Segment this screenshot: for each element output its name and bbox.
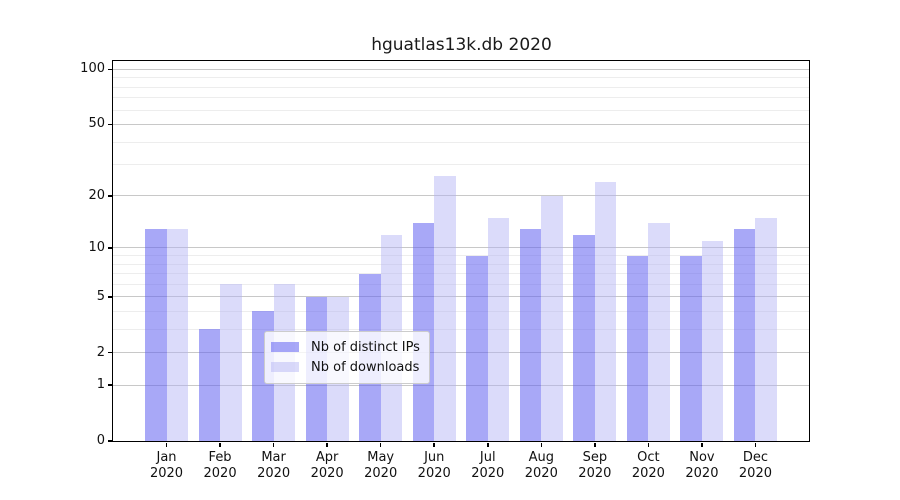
- x-tick-label-dec: Dec 2020: [738, 450, 772, 481]
- minor-gridline-40: [113, 141, 809, 143]
- x-tick-label-aug: Aug 2020: [524, 450, 558, 481]
- y-tick-mark-50: [107, 123, 112, 126]
- y-tick-label-1: 1: [96, 377, 105, 393]
- y-tick-label-100: 100: [80, 61, 105, 77]
- minor-gridline-30: [113, 164, 809, 166]
- x-tick-mark-nov: [701, 442, 703, 447]
- x-tick-label-jun: Jun 2020: [417, 450, 451, 481]
- major-gridline-100: [113, 68, 809, 70]
- y-tick-label-5: 5: [96, 288, 105, 304]
- bar-distinct-ips-feb: [198, 329, 221, 441]
- x-tick-label-sep: Sep 2020: [578, 450, 612, 481]
- bar-distinct-ips-jan: [145, 228, 167, 441]
- y-tick-label-20: 20: [88, 187, 105, 203]
- bar-distinct-ips-dec: [733, 228, 756, 441]
- bar-downloads-aug: [541, 195, 563, 441]
- chart-title: hguatlas13k.db 2020: [371, 35, 552, 55]
- minor-gridline-80: [113, 86, 809, 88]
- minor-gridline-3: [113, 328, 809, 330]
- x-tick-label-nov: Nov 2020: [685, 450, 719, 481]
- bar-downloads-jul: [487, 217, 510, 441]
- legend-swatch-downloads: [271, 362, 299, 372]
- bar-distinct-ips-sep: [573, 234, 595, 441]
- minor-gridline-60: [113, 109, 809, 111]
- legend-item-distinct-ips: Nb of distinct IPs: [271, 337, 420, 357]
- x-tick-label-may: May 2020: [364, 450, 398, 481]
- x-tick-mark-jun: [433, 442, 435, 447]
- x-tick-label-jul: Jul 2020: [471, 450, 505, 481]
- legend: Nb of distinct IPs Nb of downloads: [264, 331, 430, 384]
- bar-downloads-nov: [701, 240, 724, 441]
- bar-distinct-ips-aug: [519, 228, 542, 441]
- y-tick-mark-20: [107, 195, 112, 197]
- x-tick-mark-jan: [165, 442, 168, 447]
- bar-downloads-jan: [166, 228, 189, 441]
- major-gridline-20: [113, 195, 809, 197]
- bar-distinct-ips-oct: [626, 255, 649, 441]
- x-tick-mark-sep: [594, 442, 596, 447]
- bar-distinct-ips-nov: [680, 255, 702, 441]
- x-tick-label-feb: Feb 2020: [203, 450, 237, 481]
- x-tick-label-oct: Oct 2020: [631, 450, 665, 481]
- legend-item-downloads: Nb of downloads: [271, 357, 420, 377]
- x-tick-label-mar: Mar 2020: [257, 450, 291, 481]
- x-tick-mark-may: [379, 442, 382, 447]
- legend-swatch-distinct-ips: [271, 342, 299, 352]
- x-tick-label-jan: Jan 2020: [149, 450, 184, 481]
- major-gridline-2: [113, 352, 809, 354]
- major-gridline-5: [113, 296, 809, 298]
- bar-distinct-ips-jul: [466, 255, 488, 441]
- x-tick-mark-jul: [487, 442, 489, 447]
- x-tick-mark-feb: [219, 442, 221, 447]
- plot-area: 0 1 2 5 10 20 50 100 Jan 2020 Feb 2020 Mar 2020 Apr 202…: [80, 60, 810, 481]
- minor-gridline-6: [113, 283, 809, 285]
- minor-gridline-9: [113, 255, 809, 257]
- x-tick-mark-mar: [272, 442, 275, 447]
- minor-gridline-70: [113, 97, 809, 99]
- x-tick-mark-dec: [754, 442, 757, 447]
- major-gridline-1: [113, 384, 809, 386]
- x-tick-label-apr: Apr 2020: [310, 450, 344, 481]
- major-gridline-10: [113, 247, 809, 249]
- y-tick-label-0: 0: [96, 433, 105, 448]
- bar-downloads-jun: [434, 175, 456, 441]
- legend-label-downloads: Nb of downloads: [311, 359, 420, 375]
- x-tick-mark-apr: [326, 442, 328, 447]
- minor-gridline-8: [113, 263, 809, 265]
- x-tick-mark-aug: [540, 442, 543, 447]
- minor-gridline-7: [113, 273, 809, 275]
- y-tick-mark-100: [107, 68, 112, 71]
- legend-label-distinct-ips: Nb of distinct IPs: [311, 339, 420, 355]
- y-tick-label-50: 50: [88, 116, 105, 132]
- y-tick-label-2: 2: [96, 344, 105, 360]
- y-tick-mark-0: [107, 440, 112, 442]
- y-tick-label-10: 10: [88, 239, 105, 255]
- x-tick-mark-oct: [647, 442, 650, 447]
- bar-downloads-sep: [594, 181, 617, 441]
- y-tick-mark-10: [107, 247, 112, 249]
- bar-downloads-oct: [648, 223, 670, 441]
- y-tick-mark-2: [107, 351, 112, 354]
- bar-downloads-dec: [755, 217, 777, 441]
- bar-downloads-feb: [220, 284, 242, 441]
- y-tick-mark-5: [107, 296, 112, 298]
- major-gridline-50: [113, 124, 809, 125]
- minor-gridline-4: [113, 310, 809, 312]
- y-tick-mark-1: [107, 384, 112, 386]
- minor-gridline-90: [113, 77, 809, 79]
